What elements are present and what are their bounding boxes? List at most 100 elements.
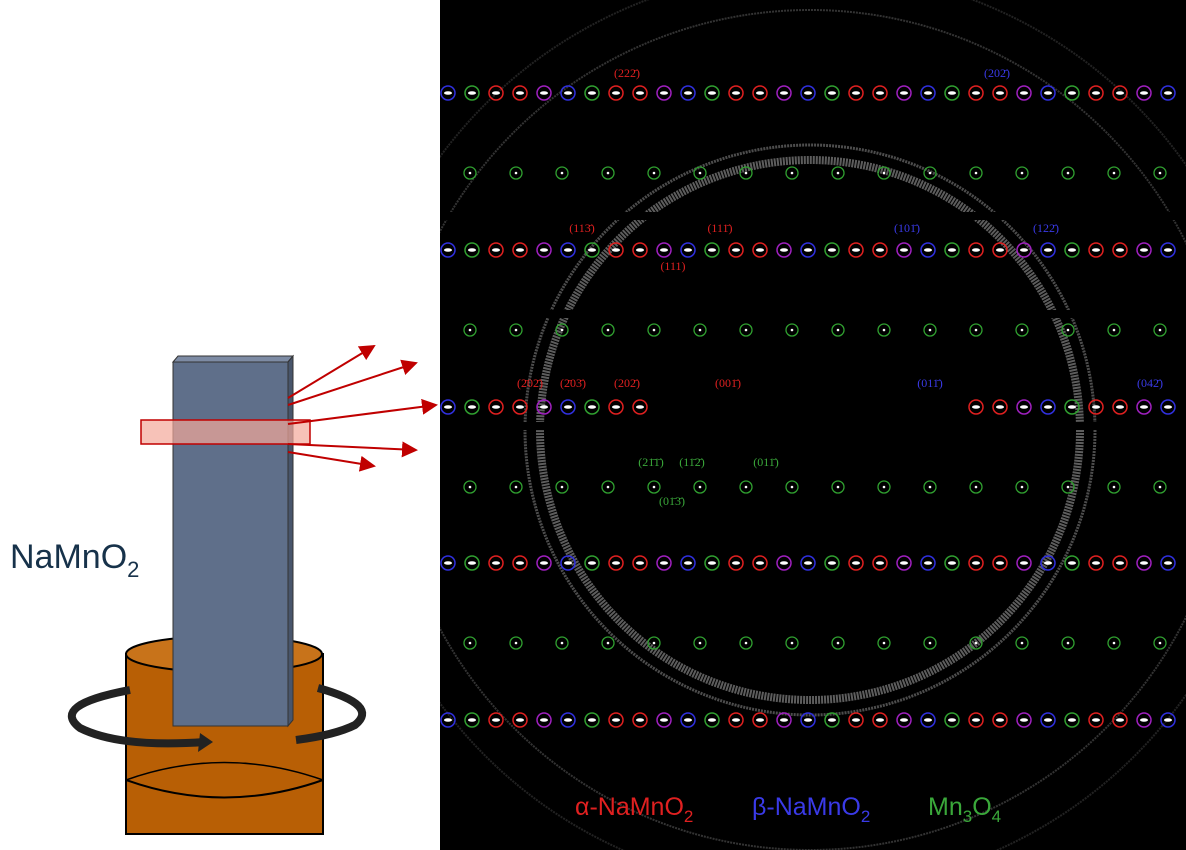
- spot: [876, 91, 884, 95]
- spot: [540, 561, 548, 565]
- spot: [948, 718, 956, 722]
- spot: [732, 91, 740, 95]
- spot: [653, 486, 656, 489]
- spot: [1092, 248, 1100, 252]
- spot: [1113, 642, 1116, 645]
- spot: [756, 718, 764, 722]
- spot: [1044, 561, 1052, 565]
- spot: [636, 248, 644, 252]
- spot: [1113, 329, 1116, 332]
- spot: [828, 718, 836, 722]
- detector-gap: [440, 422, 1186, 430]
- spot: [732, 248, 740, 252]
- spot: [929, 329, 932, 332]
- spot: [1044, 405, 1052, 409]
- spot: [540, 248, 548, 252]
- spot: [883, 486, 886, 489]
- spot: [612, 248, 620, 252]
- reflection-label: (202̄): [984, 66, 1010, 80]
- sample-label: NaMnO2: [10, 538, 139, 582]
- spot: [1067, 486, 1070, 489]
- spot: [1116, 405, 1124, 409]
- spot: [612, 91, 620, 95]
- spot: [588, 248, 596, 252]
- spot: [636, 405, 644, 409]
- spot: [780, 91, 788, 95]
- spot: [607, 486, 610, 489]
- spot: [468, 405, 476, 409]
- spot: [948, 248, 956, 252]
- spot: [900, 561, 908, 565]
- spot: [1068, 91, 1076, 95]
- spot: [996, 405, 1004, 409]
- spot: [1044, 248, 1052, 252]
- spot: [929, 486, 932, 489]
- spot: [948, 91, 956, 95]
- spot: [1020, 91, 1028, 95]
- spot: [468, 248, 476, 252]
- spot: [492, 248, 500, 252]
- spot: [972, 248, 980, 252]
- spot: [1164, 561, 1172, 565]
- spot: [564, 718, 572, 722]
- spot: [852, 248, 860, 252]
- spot: [515, 642, 518, 645]
- spot: [612, 718, 620, 722]
- legend-text: O: [972, 793, 991, 821]
- spot: [612, 561, 620, 565]
- spot: [1021, 642, 1024, 645]
- spot: [929, 642, 932, 645]
- spot: [996, 561, 1004, 565]
- spot: [828, 91, 836, 95]
- spot: [653, 329, 656, 332]
- reflection-label: (2̄02̄): [517, 376, 543, 390]
- spot: [1159, 172, 1162, 175]
- legend-text: α-NaMnO: [575, 793, 684, 821]
- spot: [468, 91, 476, 95]
- spot: [780, 248, 788, 252]
- spot: [1116, 91, 1124, 95]
- spot: [516, 718, 524, 722]
- spot: [564, 91, 572, 95]
- sample-schematic: NaMnO2: [10, 346, 436, 834]
- spot: [612, 405, 620, 409]
- spot: [1020, 248, 1028, 252]
- spot: [1067, 329, 1070, 332]
- spot: [708, 248, 716, 252]
- reflection-label: (01̄3̄): [659, 494, 685, 508]
- spot: [1092, 561, 1100, 565]
- spot: [756, 91, 764, 95]
- spot: [1021, 172, 1024, 175]
- spot: [636, 718, 644, 722]
- reflection-label: (101̄): [894, 221, 920, 235]
- spot: [708, 91, 716, 95]
- spot: [972, 561, 980, 565]
- spot: [924, 718, 932, 722]
- spot: [791, 642, 794, 645]
- spot: [1068, 718, 1076, 722]
- spot: [540, 405, 548, 409]
- spot: [972, 405, 980, 409]
- spot: [516, 91, 524, 95]
- spot: [924, 91, 932, 95]
- spot: [1020, 561, 1028, 565]
- spot: [780, 561, 788, 565]
- reflection-label: (11̄2̄): [679, 455, 705, 469]
- spot: [1116, 718, 1124, 722]
- spot: [1140, 91, 1148, 95]
- spot: [469, 486, 472, 489]
- spot: [708, 561, 716, 565]
- spot: [1159, 486, 1162, 489]
- spot: [1116, 561, 1124, 565]
- reflection-label: (011̄): [917, 376, 943, 390]
- spot: [745, 486, 748, 489]
- spot: [837, 172, 840, 175]
- reflection-label: (111): [660, 259, 685, 273]
- spot: [561, 172, 564, 175]
- spot: [1140, 248, 1148, 252]
- spot: [1068, 405, 1076, 409]
- spot: [975, 486, 978, 489]
- spot: [791, 172, 794, 175]
- spot: [837, 329, 840, 332]
- spot: [1020, 718, 1028, 722]
